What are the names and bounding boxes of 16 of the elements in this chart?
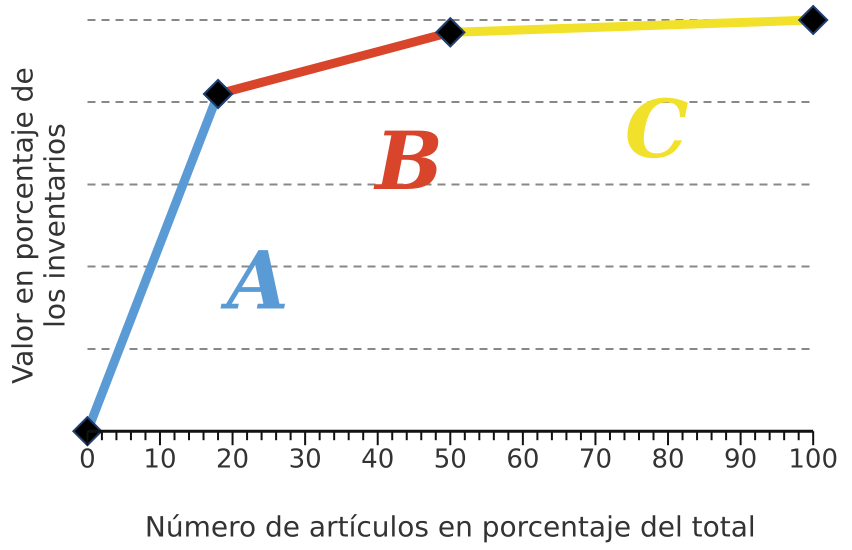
x-tick-label: 10 bbox=[143, 444, 177, 475]
series-label: A bbox=[220, 233, 289, 328]
x-tick-label: 20 bbox=[216, 444, 250, 475]
x-axis-title: Número de artículos en porcentaje del total bbox=[144, 510, 756, 544]
x-tick-label: 60 bbox=[506, 444, 540, 475]
x-tick-label: 70 bbox=[578, 444, 612, 475]
x-tick-label: 40 bbox=[361, 444, 394, 475]
x-tick-label: 50 bbox=[434, 444, 467, 475]
x-tick-label: 80 bbox=[651, 444, 685, 475]
x-tick-label: 0 bbox=[79, 444, 96, 475]
x-tick-label: 30 bbox=[288, 444, 322, 475]
x-tick-label: 90 bbox=[724, 444, 758, 475]
series-label: B bbox=[373, 114, 443, 208]
y-axis-title: Valor en porcentaje de los inventarios bbox=[6, 67, 72, 384]
x-tick-label: 100 bbox=[788, 444, 838, 475]
series-label: C bbox=[624, 82, 689, 176]
